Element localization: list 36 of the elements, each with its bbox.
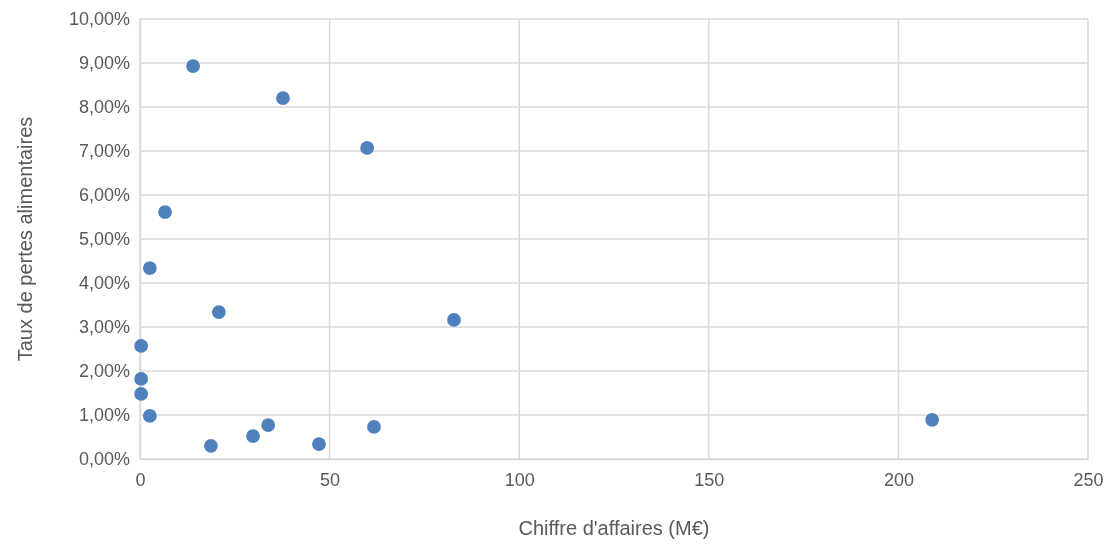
point [367, 419, 381, 434]
point [261, 418, 276, 433]
point [447, 313, 461, 327]
y-tick-label: 0,00% [78, 449, 130, 470]
point [142, 261, 157, 275]
x-tick-label: 250 [1073, 469, 1104, 490]
x-tick-label: 150 [694, 469, 725, 490]
x-tick-label: 0 [135, 469, 146, 490]
x-tick-label: 100 [504, 469, 535, 490]
y-axis-title: Taux de pertes alimentaires [14, 116, 36, 362]
x-tick-label: 50 [320, 469, 341, 490]
point [246, 429, 260, 444]
point [134, 372, 149, 386]
x-tick-label: 200 [883, 469, 914, 490]
point [312, 437, 326, 451]
point [158, 205, 172, 220]
y-tick-label: 10,00% [68, 9, 130, 30]
y-tick-label: 3,00% [78, 317, 130, 338]
y-tick-label: 2,00% [78, 361, 130, 382]
point [204, 438, 218, 453]
y-tick-label: 1,00% [78, 405, 130, 426]
point [360, 141, 375, 155]
point [925, 412, 940, 427]
point [142, 408, 157, 423]
point [211, 305, 226, 319]
y-tick-label: 6,00% [78, 185, 130, 206]
point [186, 59, 200, 73]
point [134, 386, 149, 401]
x-axis-title: Chiffre d'affaires (M€) [518, 517, 710, 539]
y-tick-label: 5,00% [78, 229, 130, 250]
y-tick-label: 9,00% [78, 53, 130, 74]
y-tick-label: 7,00% [78, 141, 130, 162]
point [276, 91, 290, 106]
y-tick-label: 8,00% [78, 97, 130, 118]
point [134, 339, 149, 353]
y-tick-label: 4,00% [78, 273, 130, 294]
